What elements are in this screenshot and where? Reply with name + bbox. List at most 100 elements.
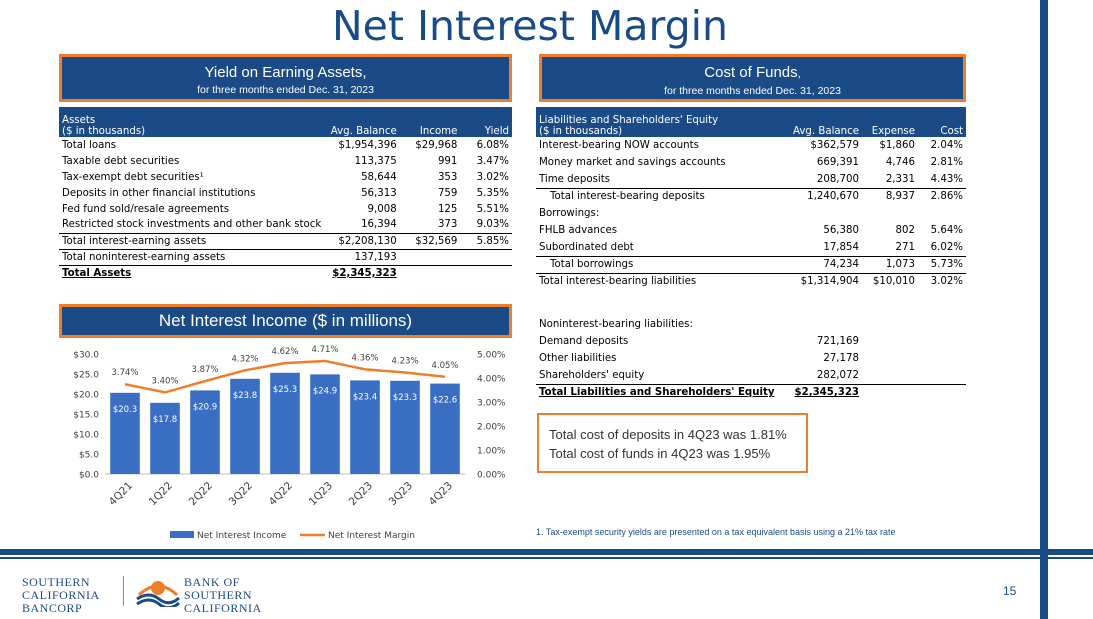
footer-rule-thin — [0, 557, 1093, 559]
row-expense — [862, 350, 918, 367]
y-left-tick-label: $5.0 — [79, 451, 99, 461]
holding-company-logo: Southern California Bancorp — [22, 576, 100, 615]
y-left-tick-label: $0.0 — [79, 471, 99, 481]
table-row: Total noninterest-earning assets 137,193 — [59, 248, 512, 266]
row-cost — [918, 290, 966, 316]
bar-data-label: $25.3 — [273, 385, 297, 395]
row-cost: 2.86% — [930, 191, 963, 203]
row-balance: 669,391 — [816, 157, 859, 168]
row-label: Tax-exempt debt securities¹ — [62, 171, 204, 183]
row-cost: 6.02% — [918, 239, 966, 257]
row-label: Interest-bearing NOW accounts — [539, 140, 699, 151]
row-label: Borrowings: — [539, 208, 600, 219]
liab-header-cost: Cost — [918, 107, 966, 137]
bar-data-label: $20.9 — [193, 402, 217, 412]
legend-label-bar: Net Interest Income — [197, 531, 287, 541]
row-label: Shareholders' equity — [536, 367, 784, 385]
line-data-label: 3.74% — [111, 368, 138, 378]
row-expense: 8,937 — [885, 191, 915, 203]
logo-divider — [123, 576, 124, 606]
assets-header-line2: ($ in thousands) — [62, 126, 146, 137]
liab-header-expense: Expense — [862, 107, 918, 137]
table-row: FHLB advances 56,380 802 5.64% — [536, 222, 966, 239]
y-right-tick-label: 4.00% — [477, 375, 506, 385]
y-left-tick-label: $15.0 — [73, 411, 99, 421]
row-label: Total interest-bearing liabilities — [539, 276, 697, 288]
table-row: Tax-exempt debt securities¹ 58,644 353 3.02… — [59, 169, 512, 185]
legend-label-line: Net Interest Margin — [328, 531, 415, 541]
row-yield: 5.35% — [476, 187, 509, 199]
table-row: Shareholders' equity 282,072 — [536, 367, 966, 385]
bar — [190, 390, 220, 474]
margin-line — [124, 359, 446, 394]
row-label: Total interest-bearing deposits — [550, 191, 705, 203]
row-yield: 9.03% — [476, 219, 509, 231]
line-data-label: 3.87% — [191, 365, 218, 375]
bank-logo-line2: Southern — [184, 588, 253, 602]
row-cost: 4.43% — [918, 171, 966, 189]
liabilities-table: Liabilities and Shareholders' Equity ($ i… — [536, 107, 966, 401]
table-row: Money market and savings accounts 669,391… — [536, 154, 966, 171]
x-tick-label: 4Q23 — [427, 480, 456, 509]
row-cost: 2.81% — [930, 157, 963, 168]
y-left-tick-label: $25.0 — [73, 371, 99, 381]
assets-header-balance: Avg. Balance — [324, 107, 400, 137]
row-expense — [862, 205, 918, 222]
row-expense: 271 — [862, 239, 918, 257]
assets-table-header: Assets ($ in thousands) Avg. Balance Inco… — [59, 107, 512, 137]
row-balance: 721,169 — [816, 336, 859, 347]
table-row: Total loans $1,954,396 $29,968 6.08% — [59, 137, 512, 153]
bank-logo: Bank of Southern California — [184, 576, 262, 615]
table-row: Total interest-bearing deposits 1,240,670… — [536, 188, 966, 205]
row-balance-text: $2,345,323 — [794, 387, 859, 399]
bar-data-label: $23.8 — [233, 391, 257, 401]
row-expense — [862, 333, 918, 350]
y-right-tick-label: 5.00% — [477, 351, 506, 361]
line-data-label: 4.32% — [231, 354, 258, 364]
row-balance: 9,008 — [367, 203, 397, 215]
bar-data-label: $24.9 — [313, 386, 337, 396]
row-balance: 1,240,670 — [807, 191, 859, 203]
row-label: Time deposits — [536, 171, 784, 189]
row-income: 759 — [437, 187, 458, 199]
legend-swatch-bar — [170, 531, 194, 538]
row-cost: 3.02% — [930, 276, 963, 288]
row-cost — [918, 384, 966, 401]
row-yield: 3.02% — [476, 171, 509, 183]
table-row: Time deposits 208,700 2,331 4.43% — [536, 171, 966, 189]
row-balance: $2,345,323 — [324, 265, 399, 281]
table-row: Interest-bearing NOW accounts $362,579 $1,… — [536, 137, 966, 154]
row-income: 991 — [437, 155, 458, 167]
row-balance: 17,854 — [784, 239, 862, 257]
footnote: 1. Tax-exempt security yields are presen… — [536, 527, 896, 537]
cost-banner-subtitle: for three months ended Dec. 31, 2023 — [664, 85, 841, 97]
bank-logo-line1: Bank of — [184, 575, 240, 589]
row-expense: 1,073 — [862, 256, 918, 274]
row-cost — [918, 333, 966, 350]
right-accent-bar — [1040, 0, 1048, 619]
assets-header-label: Assets ($ in thousands) — [59, 107, 325, 137]
table-row: Total Assets $2,345,323 — [59, 265, 512, 281]
table-row: Other liabilities 27,178 — [536, 350, 966, 367]
assets-header-yield: Yield — [460, 107, 512, 137]
cost-banner-title-wrap: Cost of Funds, — [542, 63, 963, 84]
row-expense — [862, 384, 918, 401]
row-income: 125 — [437, 203, 458, 215]
row-balance: $362,579 — [810, 140, 859, 151]
x-tick-label: 3Q22 — [227, 480, 256, 509]
row-balance: 113,375 — [354, 155, 397, 167]
row-balance — [784, 316, 862, 333]
liabilities-table-header: Liabilities and Shareholders' Equity ($ i… — [536, 107, 966, 137]
row-label — [536, 290, 784, 316]
x-tick-label: 4Q21 — [107, 480, 136, 509]
cost-banner-title: Cost of Funds — [704, 64, 798, 81]
line-data-label: 4.05% — [431, 361, 458, 371]
table-row: Subordinated debt 17,854 271 6.02% — [536, 239, 966, 257]
x-tick-label: 2Q23 — [347, 480, 376, 509]
row-balance — [784, 205, 862, 222]
assets-header-line1: Assets — [62, 115, 96, 126]
row-balance — [784, 290, 862, 316]
table-row-spacer — [536, 290, 966, 316]
holding-logo-line3: Bancorp — [22, 601, 83, 615]
row-expense: $10,010 — [872, 276, 915, 288]
